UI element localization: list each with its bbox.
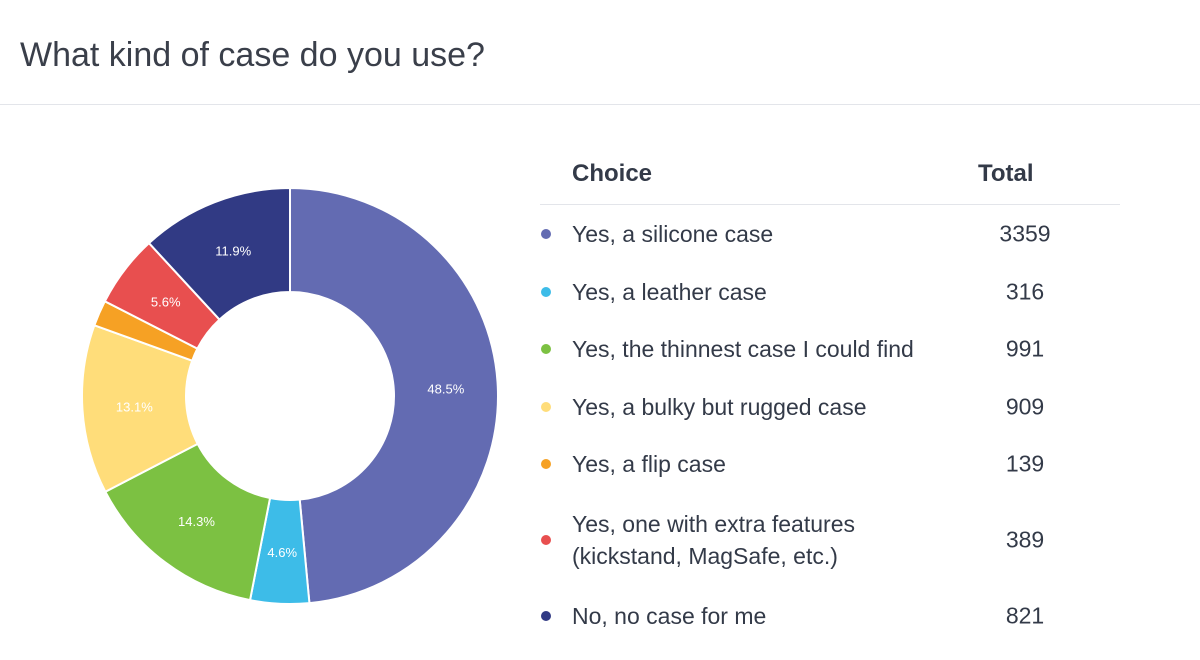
- legend-dot: [541, 344, 551, 354]
- legend-dot: [541, 401, 551, 412]
- choice-label: Yes, a silicone case: [572, 221, 774, 247]
- choice-total: 909: [1005, 393, 1045, 419]
- table-row: Yes, one with extra features (kickstand,…: [540, 493, 1120, 587]
- table-body: Yes, a silicone case 3359 Yes, a leather…: [540, 205, 1120, 645]
- choice-total: 316: [1005, 278, 1045, 304]
- choice-total: 821: [1005, 602, 1045, 629]
- slice-percent-label: 11.9%: [215, 244, 251, 259]
- slice-percent-label: 5.6%: [151, 295, 181, 310]
- legend-dot: [541, 286, 551, 297]
- choice-label: Yes, a leather case: [572, 278, 767, 305]
- legend-dot: [541, 459, 551, 469]
- choice-label-line: Yes, one with extra features: [572, 511, 855, 537]
- choice-label-line: (kickstand, MagSafe, etc.): [572, 543, 838, 569]
- table-row: Yes, a bulky but rugged case 909: [540, 378, 1120, 435]
- legend-dot: [541, 611, 551, 621]
- donut-slice: [289, 186, 499, 605]
- slice-percent-label: 4.6%: [267, 545, 297, 560]
- choice-total: 991: [1005, 335, 1045, 362]
- slice-percent-label: 48.5%: [427, 382, 464, 397]
- donut-slice: [147, 186, 291, 321]
- results-table: Choice Total Yes, a silicone case 3359 Y…: [540, 150, 1120, 645]
- slice-percent-label: 13.1%: [116, 399, 153, 414]
- choice-label: No, no case for me: [572, 603, 767, 629]
- page-title: What kind of case do you use?: [20, 36, 485, 74]
- table-row: Yes, a flip case 139: [540, 435, 1120, 493]
- choice-label: Yes, one with extra features (kickstand,…: [572, 508, 952, 572]
- table-header: Choice Total: [540, 150, 1120, 205]
- donut-chart: 48.5% 4.6% 14.3% 13.1% 5.6% 11.9%: [81, 186, 499, 605]
- legend-dot: [541, 535, 551, 545]
- choice-total: 139: [1005, 450, 1045, 477]
- table-row: Yes, a silicone case 3359: [540, 205, 1120, 263]
- choice-label: Yes, the thinnest case I could find: [572, 336, 914, 362]
- choice-total: 389: [1005, 526, 1045, 553]
- total-column-header: Total: [978, 160, 1034, 187]
- table-row: Yes, the thinnest case I could find 991: [540, 320, 1120, 378]
- legend-dot: [541, 229, 551, 239]
- choice-label: Yes, a bulky but rugged case: [572, 393, 867, 420]
- table-row: No, no case for me 821: [540, 587, 1120, 645]
- slice-percent-label: 14.3%: [178, 514, 215, 529]
- header-divider: [0, 104, 1200, 105]
- choice-column-header: Choice: [572, 160, 653, 187]
- choice-total: 3359: [999, 220, 1051, 247]
- choice-label: Yes, a flip case: [572, 451, 726, 477]
- table-row: Yes, a leather case 316: [540, 263, 1120, 320]
